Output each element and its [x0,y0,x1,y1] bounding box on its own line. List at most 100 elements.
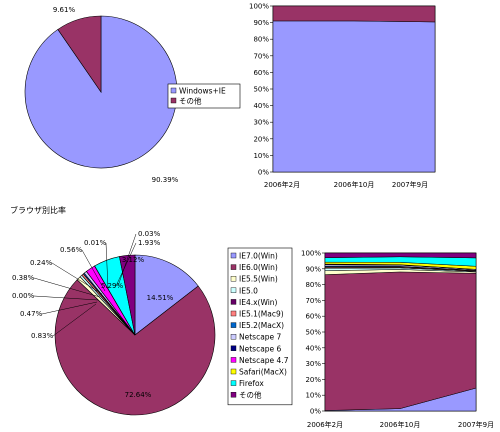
legend-swatch-other-12 [230,392,237,398]
y-tick-label-8: 80% [305,281,321,289]
legend-label-12: その他 [239,390,262,400]
x-tick-label-1: 2006年10月 [334,180,375,189]
y-tick-label-7: 70% [253,52,269,60]
legend-label-7: Netscape 7 [239,333,282,342]
legend-box [167,83,241,109]
y-tick-label-0: 0% [258,169,269,177]
pie2-label-0: 14.51% [147,294,174,302]
legend-swatch-ie5-2-macx-6 [230,322,237,328]
legend-label-3: IE5.0 [239,286,258,295]
legend-label-1: その他 [179,96,202,106]
legend-swatch-firefox-11 [230,380,237,386]
x-tick-label-2: 2007年9月 [458,420,494,429]
legend-swatch-ie7-0-win-0 [230,252,237,259]
pie2-label-10: 0.03% [138,230,161,238]
pie2-label-4: 0.00% [12,292,35,300]
y-tick-label-2: 20% [305,376,321,384]
legend-swatch-netscape-7-7 [230,334,237,340]
leader-line-4 [33,295,99,301]
legend-label-2: IE5.5(Win) [239,275,278,284]
legend-label-0: Windows+IE [179,87,226,96]
x-tick-label-0: 2006年2月 [264,180,300,189]
pie-slice-other-12 [119,254,136,336]
y-tick-label-3: 30% [305,360,321,368]
legend-swatch-ie5-1-mac9-5 [230,310,237,317]
area-chart-os: 0% 10% 20% 30% 40% 50% 60% 70% 80% 90% 100% 2006年2月… [249,3,436,189]
legend-browser: IE7.0(Win) IE6.0(Win) IE5.5(Win) IE5.0 IE4.x… [227,247,293,406]
y-tick-label-7: 70% [305,297,321,305]
legend-label-9: Netscape 4.7 [239,356,289,365]
y-tick-label-3: 30% [253,119,269,127]
area-series-ie6-0-win-1 [324,271,477,411]
x-tick-label-2: 2007年9月 [392,180,428,189]
pie2-label-8: 0.01% [84,239,107,247]
legend-label-6: IE5.2(MacX) [239,321,284,330]
y-tick-label-6: 60% [305,313,321,321]
pie2-label-11: 5.29% [101,282,124,290]
legend-label-0: IE7.0(Win) [239,252,278,261]
pie2-label-7: 0.56% [60,246,83,254]
area-series-other-12 [324,252,477,259]
legend-label-11: Firefox [239,379,264,388]
y-tick-label-1: 10% [305,392,321,400]
legend-swatch-netscape-6-8 [230,345,237,351]
area-chart-browser: 0% 10% 20% 30% 40% 50% 60% 70% 80% 90% 100% 2006年2月… [301,250,494,430]
y-tick-label-1: 10% [253,152,269,160]
legend-swatch-ie4-x-win-4 [230,299,237,305]
pie2-label-1: 72.64% [125,391,152,399]
legend-swatch-ie5-5-win-2 [230,276,237,282]
pie-slice-ie7-0-win-0 [134,254,199,336]
pie-label-1: 9.61% [53,6,76,14]
pie-slice-ie6-0-win-1 [54,279,216,416]
pie2-label-2: 0.83% [31,332,54,340]
legend-label-10: Safari(MacX) [239,368,287,377]
pie2-label-6: 0.24% [30,259,53,267]
leader-line-2 [52,303,97,337]
legend-swatch-other-1 [170,97,177,104]
y-tick-label-2: 20% [253,135,269,143]
y-tick-label-10: 100% [249,3,269,11]
legend-label-1: IE6.0(Win) [239,263,278,272]
area-series-windows-ie-0 [272,20,436,173]
y-tick-label-5: 50% [253,86,269,94]
pie-label-0: 90.39% [152,176,179,184]
y-tick-label-0: 0% [310,408,321,416]
pie-slice-other-1 [57,15,102,93]
y-tick-label-9: 90% [305,265,321,273]
legend-swatch-netscape-4-7-9 [230,357,237,363]
pie2-label-5: 0.38% [12,274,35,282]
area-series-other-1 [272,5,436,23]
legend-label-5: IE5.1(Mac9) [239,310,284,319]
y-tick-label-8: 80% [253,36,269,44]
legend-swatch-safari-macx-10 [230,368,237,375]
pie2-label-12: 3.12% [122,256,145,264]
leader-line-5 [33,277,101,298]
legend-box [227,247,293,406]
leader-line-7 [81,249,106,292]
x-tick-label-1: 2006年10月 [380,420,421,429]
legend-label-8: Netscape 6 [239,344,282,353]
pie2-label-9: 1.93% [138,239,161,247]
y-tick-label-5: 50% [305,329,321,337]
y-tick-label-10: 100% [301,250,321,258]
pie2-label-3: 0.47% [20,310,43,318]
legend-swatch-ie6-0-win-1 [230,264,237,270]
pie-chart-os: 90.39% 9.61% [24,6,179,184]
legend-swatch-windows-ie-0 [170,87,177,94]
y-tick-label-4: 40% [305,344,321,352]
y-tick-label-6: 60% [253,69,269,77]
leader-line-3 [41,301,98,315]
y-tick-label-9: 90% [253,19,269,27]
legend-label-4: IE4.x(Win) [239,298,278,307]
leader-line-6 [51,262,103,295]
leader-line-10 [117,233,137,287]
legend-swatch-ie5-0-3 [230,287,237,293]
section-title: ブラウザ別比率 [10,205,66,215]
pie-chart-browser: 14.51% 72.64% 5.29% 3.12% 0.83% 0.47% 0.00% 0.3… [12,230,216,416]
x-tick-label-0: 2006年2月 [307,420,343,429]
leader-line-9 [115,242,137,287]
leader-line-8 [105,242,109,290]
y-tick-label-4: 40% [253,102,269,110]
